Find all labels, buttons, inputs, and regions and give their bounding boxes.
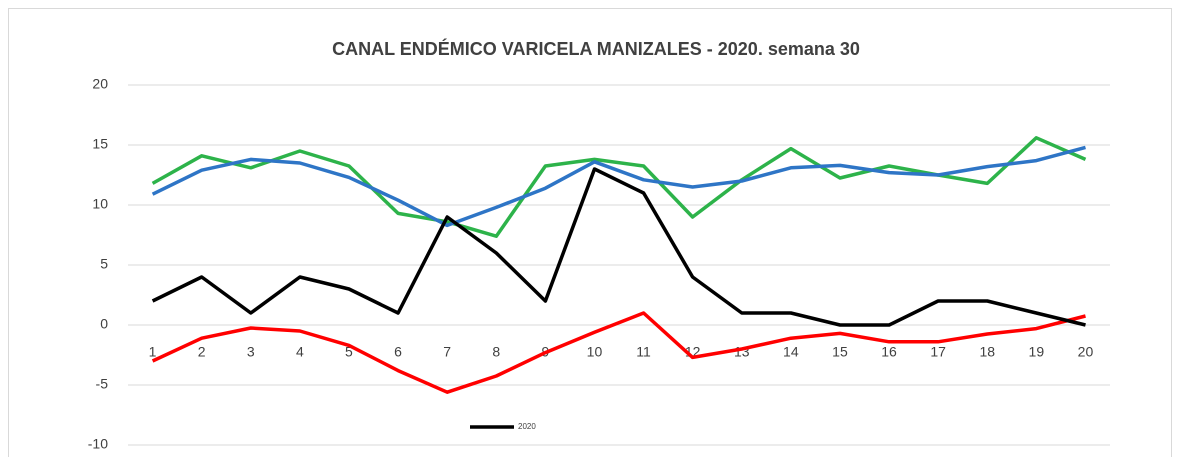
x-tick-label: 11 [636,344,651,360]
x-tick-label: 7 [443,344,451,360]
x-tick-label: 16 [881,344,897,360]
x-tick-label: 5 [345,344,353,360]
y-tick-label: 0 [100,316,108,332]
x-tick-label: 18 [979,344,995,360]
y-tick-label: 10 [92,196,108,212]
series-line [151,167,1086,327]
y-tick-label: -5 [96,376,109,392]
x-tick-label: 20 [1078,344,1094,360]
chart-title: CANAL ENDÉMICO VARICELA MANIZALES - 2020… [332,38,860,59]
x-tick-label: 6 [394,344,402,360]
x-tick-label: 15 [832,344,848,360]
x-tick-label: 1 [149,344,157,360]
x-tick-label: 17 [930,344,946,360]
series-line [151,145,1086,228]
y-tick-label: 20 [92,76,108,92]
chart-frame [8,8,1172,457]
x-tick-label: 19 [1029,344,1045,360]
x-tick-label: 8 [492,344,500,360]
x-tick-label: 14 [783,344,799,360]
x-tick-label: 2 [198,344,206,360]
x-tick-label: 3 [247,344,255,360]
series-line [151,311,1086,394]
y-tick-label: 5 [100,256,108,272]
y-tick-label: 15 [92,136,108,152]
x-tick-label: 4 [296,344,304,360]
y-tick-label: -10 [88,436,108,452]
x-tick-label: 10 [587,344,603,360]
legend-label: 2020 [518,422,536,431]
